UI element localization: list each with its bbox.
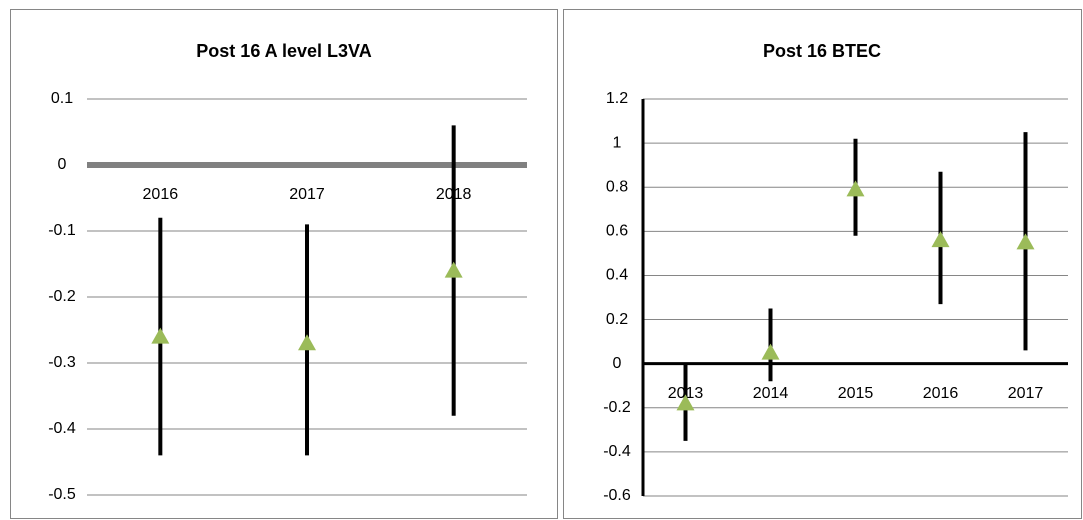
x-tick-label: 2015 <box>838 385 874 402</box>
chart-title: Post 16 A level L3VA <box>196 41 371 61</box>
chart-title: Post 16 BTEC <box>763 41 881 61</box>
y-tick-label: -0.1 <box>48 222 76 239</box>
y-tick-label: -0.2 <box>48 288 76 305</box>
y-tick-label: -0.5 <box>48 486 76 503</box>
chart-frame <box>10 9 558 519</box>
marker <box>151 327 170 344</box>
y-tick-label: -0.2 <box>603 399 631 416</box>
y-tick-label: 0 <box>58 156 67 173</box>
y-tick-label: 0.8 <box>606 178 628 195</box>
chart-frame <box>563 9 1082 519</box>
y-tick-label: 1.2 <box>606 90 628 107</box>
x-tick-label: 2016 <box>923 385 959 402</box>
marker <box>931 231 950 248</box>
y-tick-label: -0.4 <box>603 443 631 460</box>
marker <box>761 343 780 360</box>
y-tick-label: -0.4 <box>48 420 76 437</box>
x-tick-label: 2017 <box>289 186 325 203</box>
y-tick-label: 0.6 <box>606 223 628 240</box>
x-tick-label: 2016 <box>143 186 179 203</box>
marker <box>676 394 695 411</box>
marker <box>298 334 316 351</box>
y-tick-label: 0.2 <box>606 311 628 328</box>
x-tick-label: 2017 <box>1008 385 1044 402</box>
x-tick-label: 2014 <box>753 385 789 402</box>
marker <box>846 180 865 197</box>
y-tick-label: 0 <box>613 355 622 372</box>
marker <box>1016 233 1035 250</box>
y-tick-label: 1 <box>613 134 622 151</box>
marker <box>444 261 463 278</box>
y-tick-label: 0.4 <box>606 267 628 284</box>
y-tick-label: 0.1 <box>51 90 73 107</box>
y-tick-label: -0.3 <box>48 354 76 371</box>
y-tick-label: -0.6 <box>603 487 631 504</box>
